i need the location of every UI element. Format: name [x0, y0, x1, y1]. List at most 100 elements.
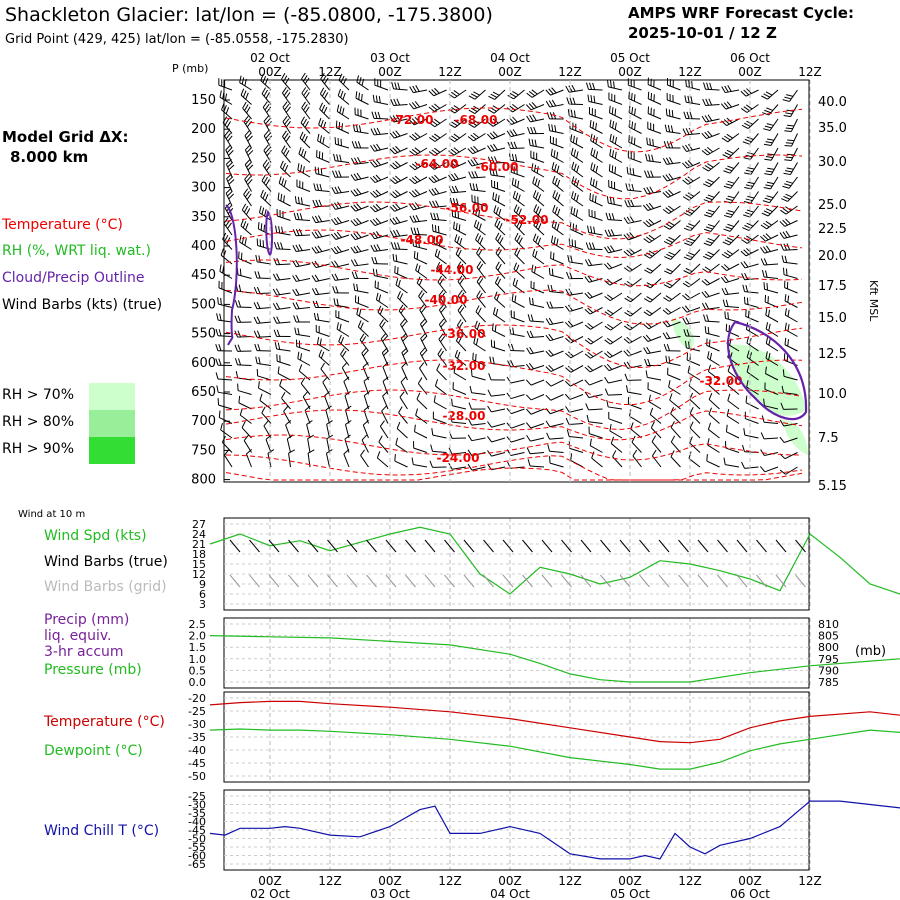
barb-feather	[428, 90, 435, 97]
barb-staff	[492, 329, 506, 337]
barb-staff	[400, 324, 408, 337]
wind-barb-true	[444, 539, 455, 553]
wind-barb-true	[619, 539, 631, 553]
barb-staff	[394, 133, 408, 139]
barb-feather	[455, 334, 460, 342]
barb-staff	[689, 442, 701, 453]
barb-staff	[666, 176, 681, 182]
wind-barb	[330, 231, 350, 240]
barb-feather	[497, 263, 502, 271]
barb-staff	[609, 350, 623, 359]
barb-feather	[411, 163, 418, 169]
barb-staff	[628, 403, 642, 410]
barb-staff	[690, 220, 701, 232]
wind-barb	[487, 118, 506, 127]
wind-barb	[489, 168, 506, 178]
barb-feather	[702, 166, 709, 172]
barb-feather	[665, 282, 673, 287]
wind-barb	[721, 263, 740, 272]
barb-staff	[569, 115, 584, 120]
wind-barb	[432, 411, 447, 424]
wind-barb	[740, 261, 759, 269]
barb-feather	[453, 365, 456, 373]
barb-feather	[534, 250, 538, 258]
barb-feather	[626, 349, 632, 356]
wind-barb	[740, 104, 759, 113]
barb-staff	[237, 364, 252, 366]
barb-feather	[606, 337, 614, 343]
barb-feather	[428, 189, 434, 196]
barb-feather	[431, 163, 438, 169]
barb-staff	[415, 269, 428, 279]
barb-staff	[355, 234, 369, 241]
barb-feather	[377, 305, 382, 313]
barb-staff	[452, 466, 467, 470]
barb-staff	[670, 263, 681, 275]
barb-staff	[669, 278, 681, 289]
barb-feather	[547, 444, 551, 452]
bottom-hour-label: 00Z	[378, 874, 402, 888]
wind-barb	[375, 292, 389, 308]
barb-staff	[511, 316, 525, 323]
barb-feather	[417, 377, 423, 384]
barb-feather	[343, 376, 350, 382]
barb-staff	[783, 375, 798, 381]
barb-feather	[353, 189, 359, 196]
barb-feather	[642, 335, 649, 342]
barb-staff	[244, 149, 252, 163]
barb-staff	[414, 162, 428, 171]
wind-barb-grid	[249, 574, 260, 588]
wind-barb-true	[522, 539, 533, 553]
wind-barb-true	[717, 539, 728, 553]
barb-staff	[433, 176, 447, 184]
barb-feather	[376, 244, 381, 251]
barb-staff	[687, 176, 701, 185]
barb-feather	[623, 250, 630, 257]
barb-feather	[285, 106, 291, 113]
wind-barb	[526, 434, 545, 442]
barb-feather	[533, 218, 538, 226]
barb-feather	[787, 139, 795, 142]
wind-barb	[668, 380, 681, 395]
barb-feather	[284, 103, 290, 111]
barb-feather	[685, 128, 690, 135]
barb-staff	[511, 171, 525, 178]
barb-feather	[587, 337, 594, 343]
wind-barb	[706, 338, 720, 352]
barb-feather	[283, 405, 289, 412]
barb-feather	[623, 338, 630, 344]
barb-feather	[529, 346, 534, 354]
barb-feather	[707, 237, 715, 242]
barb-feather	[535, 206, 540, 214]
barb-feather	[723, 214, 731, 218]
barb-feather	[612, 121, 615, 129]
wind-barb	[743, 205, 759, 218]
barb-feather	[705, 253, 712, 258]
barb-staff	[710, 205, 720, 218]
barb-feather	[765, 220, 772, 226]
wind-barb	[666, 92, 681, 105]
barb-feather	[549, 112, 554, 120]
barb-staff	[296, 249, 311, 253]
wind-barb	[664, 124, 681, 134]
wind-barb	[662, 307, 681, 315]
barb-feather	[492, 168, 495, 176]
wind-barb	[467, 145, 486, 155]
wind-barb	[530, 150, 545, 163]
wind-barb-true	[483, 539, 494, 553]
barb-feather	[292, 302, 297, 310]
y-tick-label: 1.5	[189, 641, 207, 654]
barb-staff	[647, 191, 662, 195]
wind-barb	[370, 189, 389, 198]
barb-feather	[373, 144, 378, 151]
barb-staff	[285, 424, 291, 439]
barb-feather	[629, 215, 635, 223]
wind-barb	[495, 261, 506, 279]
barb-feather	[478, 223, 482, 231]
barb-feather	[706, 314, 710, 322]
barb-feather	[456, 319, 462, 326]
barb-feather	[451, 398, 453, 406]
y-tick-label: -20	[188, 692, 206, 705]
wind-barb	[532, 233, 545, 250]
wind-barb	[779, 466, 798, 475]
